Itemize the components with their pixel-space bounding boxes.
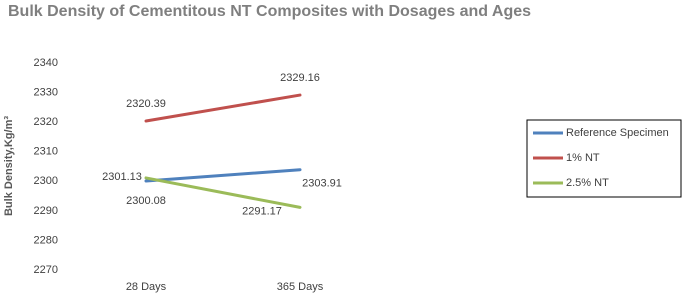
data-label: 2301.13 xyxy=(102,171,142,183)
legend-label: 2.5% NT xyxy=(566,177,609,189)
y-tick-label: 2320 xyxy=(34,116,58,128)
data-label: 2329.16 xyxy=(280,72,320,84)
data-label: 2303.91 xyxy=(302,178,342,190)
series-line xyxy=(144,168,302,183)
y-tick-label: 2270 xyxy=(34,264,58,276)
y-tick-label: 2280 xyxy=(34,234,58,246)
series-line xyxy=(144,93,302,123)
series-line xyxy=(144,176,302,209)
data-label: 2320.39 xyxy=(126,98,166,110)
y-tick-label: 2310 xyxy=(34,146,58,158)
data-label: 2291.17 xyxy=(242,205,282,217)
y-tick-label: 2340 xyxy=(34,57,58,69)
x-tick-label: 365 Days xyxy=(277,281,324,293)
x-tick-label: 28 Days xyxy=(126,281,167,293)
y-tick-label: 2300 xyxy=(34,175,58,187)
legend-label: Reference Specimen xyxy=(566,127,669,139)
y-axis-title: Bulk Density,Kg/m³ xyxy=(3,116,15,216)
y-tick-label: 2290 xyxy=(34,205,58,217)
y-tick-label: 2330 xyxy=(34,86,58,98)
chart-title: Bulk Density of Cementitous NT Composite… xyxy=(8,3,531,20)
legend-label: 1% NT xyxy=(566,152,600,164)
data-label: 2300.08 xyxy=(126,195,166,207)
